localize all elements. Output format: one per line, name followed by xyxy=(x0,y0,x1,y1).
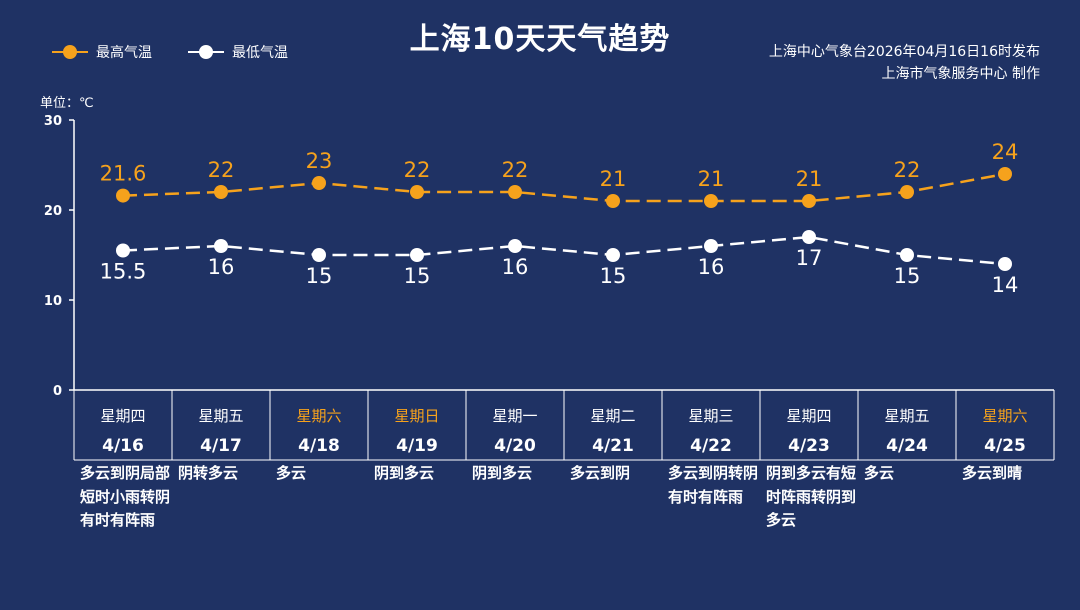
low-temp-point xyxy=(214,239,228,253)
date-label: 4/24 xyxy=(886,436,928,456)
high-temp-point xyxy=(508,185,522,199)
weather-desc: 阴到多云有短时阵雨转阴到多云 xyxy=(766,464,857,529)
y-tick-label: 0 xyxy=(53,384,62,399)
date-label: 4/20 xyxy=(494,436,536,456)
low-temp-label: 16 xyxy=(502,255,529,279)
high-temp-label: 21 xyxy=(796,167,823,191)
high-temp-label: 22 xyxy=(502,158,529,182)
high-temp-label: 21.6 xyxy=(100,162,147,186)
high-temp-point xyxy=(606,194,620,208)
y-tick-label: 20 xyxy=(44,204,62,219)
page-title: 上海10天天气趋势 xyxy=(409,22,671,57)
low-temp-line xyxy=(122,235,1006,266)
legend-swatch-high xyxy=(52,45,88,59)
low-temp-point xyxy=(312,248,326,262)
low-temp-point xyxy=(998,257,1012,271)
weekday-label: 星期五 xyxy=(198,407,243,425)
chart-legend: 最高气温 最低气温 xyxy=(52,42,288,62)
high-temp-label: 22 xyxy=(894,158,921,182)
low-temp-label: 16 xyxy=(698,255,725,279)
high-temp-point xyxy=(802,194,816,208)
weekday-label: 星期六 xyxy=(296,407,341,425)
weather-desc: 多云到阴 xyxy=(570,464,631,482)
unit-label: 单位：℃ xyxy=(40,96,94,111)
weekday-label: 星期三 xyxy=(688,407,733,425)
high-temp-line xyxy=(122,172,1006,203)
high-temp-label: 21 xyxy=(698,167,725,191)
high-temp-label: 22 xyxy=(208,158,235,182)
weekday-label: 星期六 xyxy=(982,407,1027,425)
date-label: 4/21 xyxy=(592,436,634,456)
high-temp-label: 24 xyxy=(992,140,1019,164)
high-temp-label: 21 xyxy=(600,167,627,191)
weekday-label: 星期二 xyxy=(590,407,635,425)
weather-desc: 多云到阴局部短时小雨转阴有时有阵雨 xyxy=(80,464,171,529)
weather-desc: 多云到晴 xyxy=(962,464,1023,482)
weekday-label: 星期日 xyxy=(394,407,439,425)
high-temp-point xyxy=(900,185,914,199)
high-temp-label: 23 xyxy=(306,149,333,173)
low-temp-label: 15 xyxy=(306,264,333,288)
legend-label-low: 最低气温 xyxy=(232,45,288,61)
date-label: 4/25 xyxy=(984,436,1026,456)
high-temp-point xyxy=(312,176,326,190)
low-temp-label: 15 xyxy=(600,264,627,288)
low-temp-point xyxy=(802,230,816,244)
date-label: 4/22 xyxy=(690,436,732,456)
low-temp-label: 14 xyxy=(992,273,1019,297)
low-temp-point xyxy=(900,248,914,262)
weather-desc: 阴转多云 xyxy=(178,464,239,482)
low-temp-label: 15.5 xyxy=(100,260,147,284)
weather-desc: 多云 xyxy=(864,464,895,482)
low-temp-label: 17 xyxy=(796,246,823,270)
weekday-label: 星期五 xyxy=(884,407,929,425)
date-label: 4/17 xyxy=(200,436,242,456)
date-label: 4/23 xyxy=(788,436,830,456)
legend-item-low: 最低气温 xyxy=(188,42,288,62)
source-line-1: 上海中心气象台2026年04月16日16时发布 xyxy=(768,44,1040,60)
weather-desc: 多云到阴转阴有时有阵雨 xyxy=(668,464,759,506)
weekday-label: 星期四 xyxy=(100,407,145,425)
high-temp-point xyxy=(116,188,130,203)
low-temp-label: 15 xyxy=(894,264,921,288)
low-temp-point xyxy=(704,239,718,253)
y-tick-label: 30 xyxy=(44,114,62,129)
high-temp-point xyxy=(214,185,228,199)
weather-desc: 多云 xyxy=(276,464,307,482)
legend-swatch-low xyxy=(188,45,224,59)
high-temp-label: 22 xyxy=(404,158,431,182)
weather-desc: 阴到多云 xyxy=(472,464,533,482)
low-temp-point xyxy=(508,239,522,253)
source-info: 上海中心气象台2026年04月16日16时发布 上海市气象服务中心 制作 xyxy=(769,41,1040,85)
weather-desc: 阴到多云 xyxy=(374,464,435,482)
date-label: 4/19 xyxy=(396,436,438,456)
source-line-2: 上海市气象服务中心 制作 xyxy=(881,66,1040,82)
low-temp-label: 16 xyxy=(208,255,235,279)
legend-item-high: 最高气温 xyxy=(52,42,152,62)
weekday-label: 星期一 xyxy=(492,407,537,425)
date-label: 4/18 xyxy=(298,436,340,456)
weekday-label: 星期四 xyxy=(786,407,831,425)
low-temp-label: 15 xyxy=(404,264,431,288)
low-temp-point xyxy=(410,248,424,262)
low-temp-point xyxy=(606,248,620,262)
legend-label-high: 最高气温 xyxy=(96,45,152,61)
date-label: 4/16 xyxy=(102,436,144,456)
high-temp-point xyxy=(704,194,718,208)
y-tick-label: 10 xyxy=(44,294,62,309)
low-temp-point xyxy=(116,243,130,258)
high-temp-point xyxy=(998,167,1012,181)
high-temp-point xyxy=(410,185,424,199)
